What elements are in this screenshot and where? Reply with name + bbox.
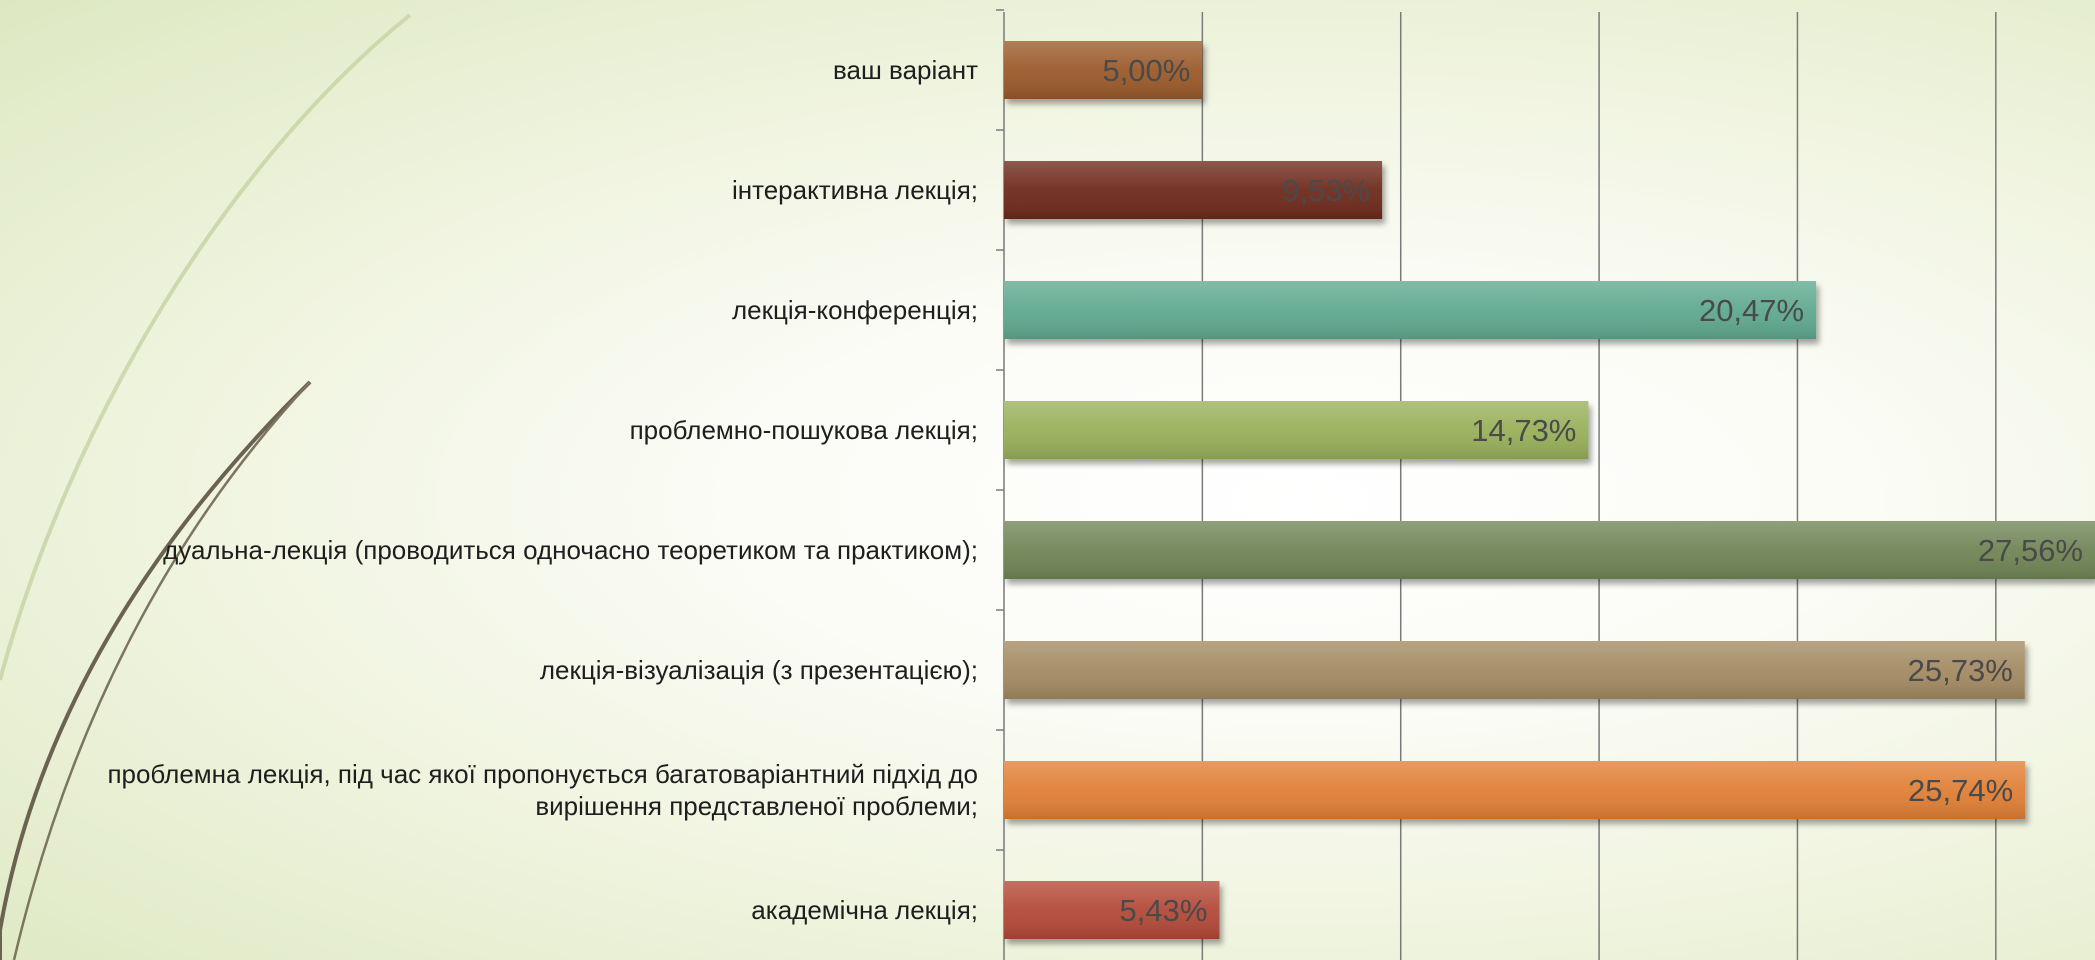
value-label: 14,73% — [1471, 413, 1576, 448]
category-label: інтерактивна лекція; — [732, 175, 978, 205]
category-label: проблемно-пошукова лекція; — [630, 415, 978, 445]
category-label: проблемна лекція, під час якої пропонуєт… — [107, 759, 978, 789]
bar-5 — [1004, 521, 2095, 579]
category-label: дуальна-лекція (проводиться одночасно те… — [163, 535, 978, 565]
bar-6 — [1004, 641, 2025, 699]
bar-shine — [1004, 281, 1817, 339]
category-label: ваш варіант — [833, 55, 978, 85]
grass-decoration — [0, 13, 412, 960]
bar-shine — [1004, 161, 1383, 219]
value-label: 5,00% — [1102, 53, 1190, 88]
bar-shine — [1004, 401, 1589, 459]
value-label: 27,56% — [1978, 533, 2083, 568]
category-label: вирішення представленої проблеми; — [535, 791, 978, 821]
value-label: 25,74% — [1908, 773, 2013, 808]
category-label: лекція-конференція; — [732, 295, 978, 325]
bar-4 — [1004, 401, 1589, 459]
bar-3 — [1004, 281, 1817, 339]
value-label: 20,47% — [1699, 293, 1804, 328]
value-label: 5,43% — [1120, 893, 1208, 928]
bar-1 — [1004, 41, 1203, 99]
bar-2 — [1004, 161, 1383, 219]
bar-shine — [1004, 881, 1220, 939]
bar-shine — [1004, 761, 2026, 819]
category-label: лекція-візуалізація (з презентацією); — [540, 655, 978, 685]
bar-shine — [1004, 521, 2095, 579]
bar-7 — [1004, 761, 2026, 819]
category-label: академічна лекція; — [751, 895, 978, 925]
bar-shine — [1004, 641, 2025, 699]
bar-shine — [1004, 41, 1203, 99]
value-label: 25,73% — [1908, 653, 2013, 688]
value-label: 9,53% — [1282, 173, 1370, 208]
bar-8 — [1004, 881, 1220, 939]
